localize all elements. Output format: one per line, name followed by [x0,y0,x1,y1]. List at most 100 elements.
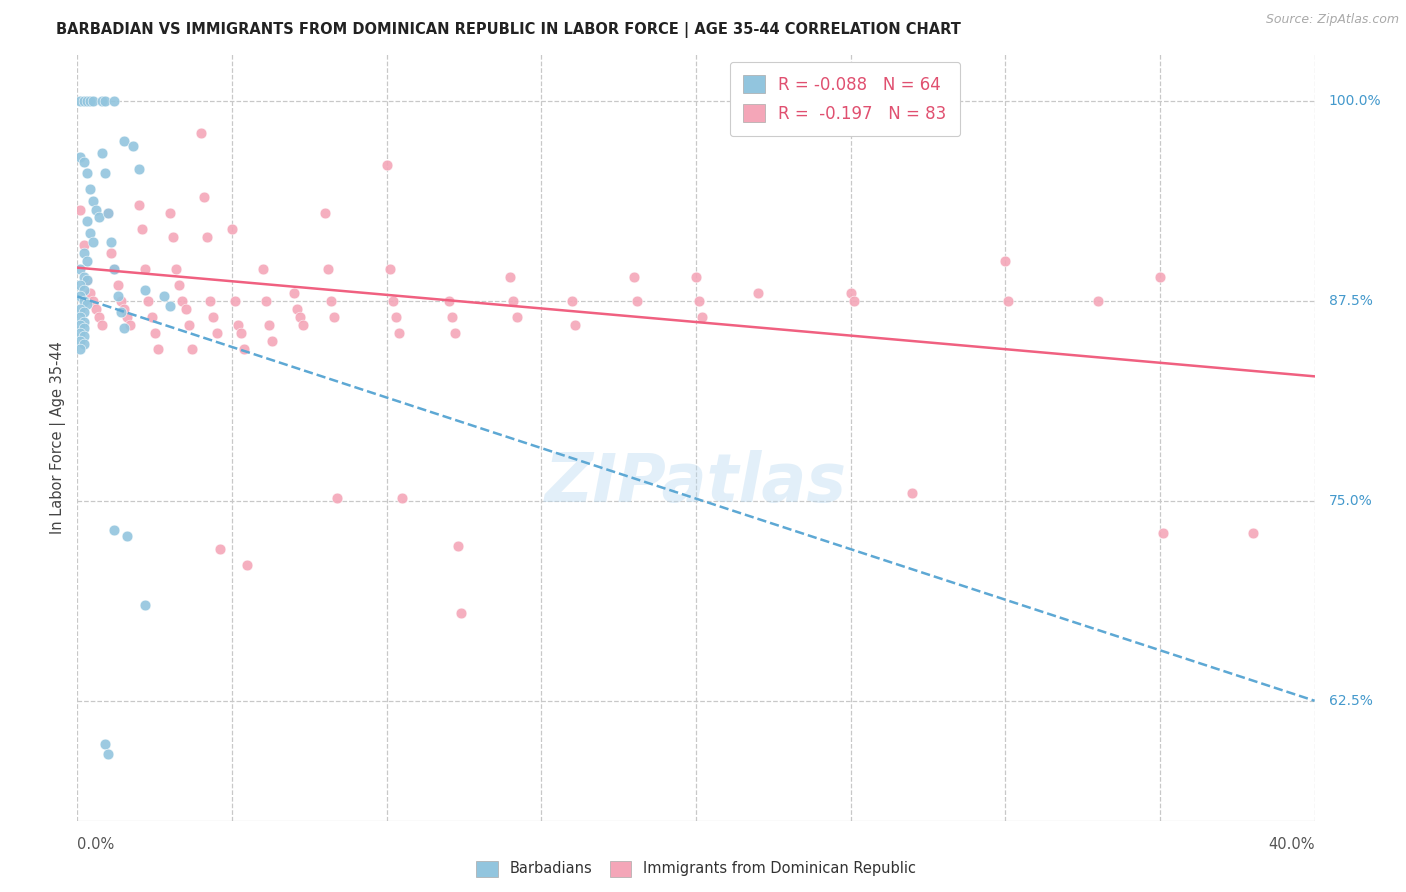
Point [626,294,648,309]
Point [128,161,150,176]
Text: 87.5%: 87.5% [1329,294,1372,309]
Point [110,294,132,309]
Point [91,145,114,160]
Point [97,206,120,220]
Point [440,310,463,325]
Point [76,273,98,287]
Point [233,342,256,356]
Text: 40.0%: 40.0% [1268,837,1315,852]
Point [131,222,153,236]
Point [79,226,101,240]
Point [564,318,586,333]
Point [236,558,259,572]
Point [316,262,339,277]
Point [180,342,202,356]
Point [82,235,104,249]
Point [174,302,197,317]
Point [76,214,98,228]
Point [839,286,862,301]
Point [254,294,277,309]
Point [623,270,645,285]
Point [200,294,222,309]
Point [72,337,94,351]
Point [72,270,94,285]
Point [1149,270,1171,285]
Point [69,342,91,356]
Point [76,95,98,109]
Point [72,329,94,343]
Point [72,294,94,309]
Point [112,135,135,149]
Point [76,254,98,268]
Point [375,158,398,172]
Text: Source: ZipAtlas.com: Source: ZipAtlas.com [1265,13,1399,27]
Point [72,315,94,329]
Point [69,203,91,218]
Point [82,194,104,208]
Point [76,297,98,311]
Text: 0.0%: 0.0% [77,837,114,852]
Point [134,262,156,277]
Point [323,310,346,325]
Point [159,206,181,220]
Point [94,737,117,751]
Point [94,166,117,180]
Point [69,262,91,277]
Point [842,294,865,309]
Point [283,286,305,301]
Point [100,235,122,249]
Point [153,289,176,303]
Point [76,273,98,287]
Point [69,278,91,293]
Point [79,95,101,109]
Point [97,206,120,220]
Point [138,294,160,309]
Point [128,198,150,212]
Text: BARBADIAN VS IMMIGRANTS FROM DOMINICAN REPUBLIC IN LABOR FORCE | AGE 35-44 CORRE: BARBADIAN VS IMMIGRANTS FROM DOMINICAN R… [56,22,962,38]
Point [231,326,253,341]
Point [208,541,231,556]
Point [100,246,122,260]
Point [561,294,583,309]
Point [165,262,187,277]
Point [747,286,769,301]
Point [72,283,94,297]
Point [195,230,218,244]
Point [172,294,194,309]
Point [103,262,125,277]
Point [84,203,107,218]
Point [997,294,1019,309]
Point [388,326,411,341]
Point [112,321,135,335]
Point [391,491,413,505]
Point [285,302,308,317]
Point [447,539,470,553]
Text: 75.0%: 75.0% [1329,494,1372,508]
Point [502,294,524,309]
Point [122,139,145,153]
Point [162,230,184,244]
Point [87,310,110,325]
Legend: Barbadians, Immigrants from Dominican Republic: Barbadians, Immigrants from Dominican Re… [470,855,922,882]
Point [505,310,527,325]
Point [79,286,101,301]
Point [103,262,125,277]
Point [288,310,311,325]
Point [82,95,104,109]
Point [69,318,91,333]
Point [252,262,274,277]
Text: ZIPatlas: ZIPatlas [546,450,846,516]
Point [292,318,315,333]
Point [103,95,125,109]
Point [141,310,163,325]
Point [443,326,465,341]
Point [76,166,98,180]
Point [118,318,141,333]
Point [72,155,94,169]
Point [169,278,191,293]
Point [69,95,91,109]
Point [224,294,246,309]
Point [326,491,349,505]
Point [901,486,924,500]
Point [107,278,129,293]
